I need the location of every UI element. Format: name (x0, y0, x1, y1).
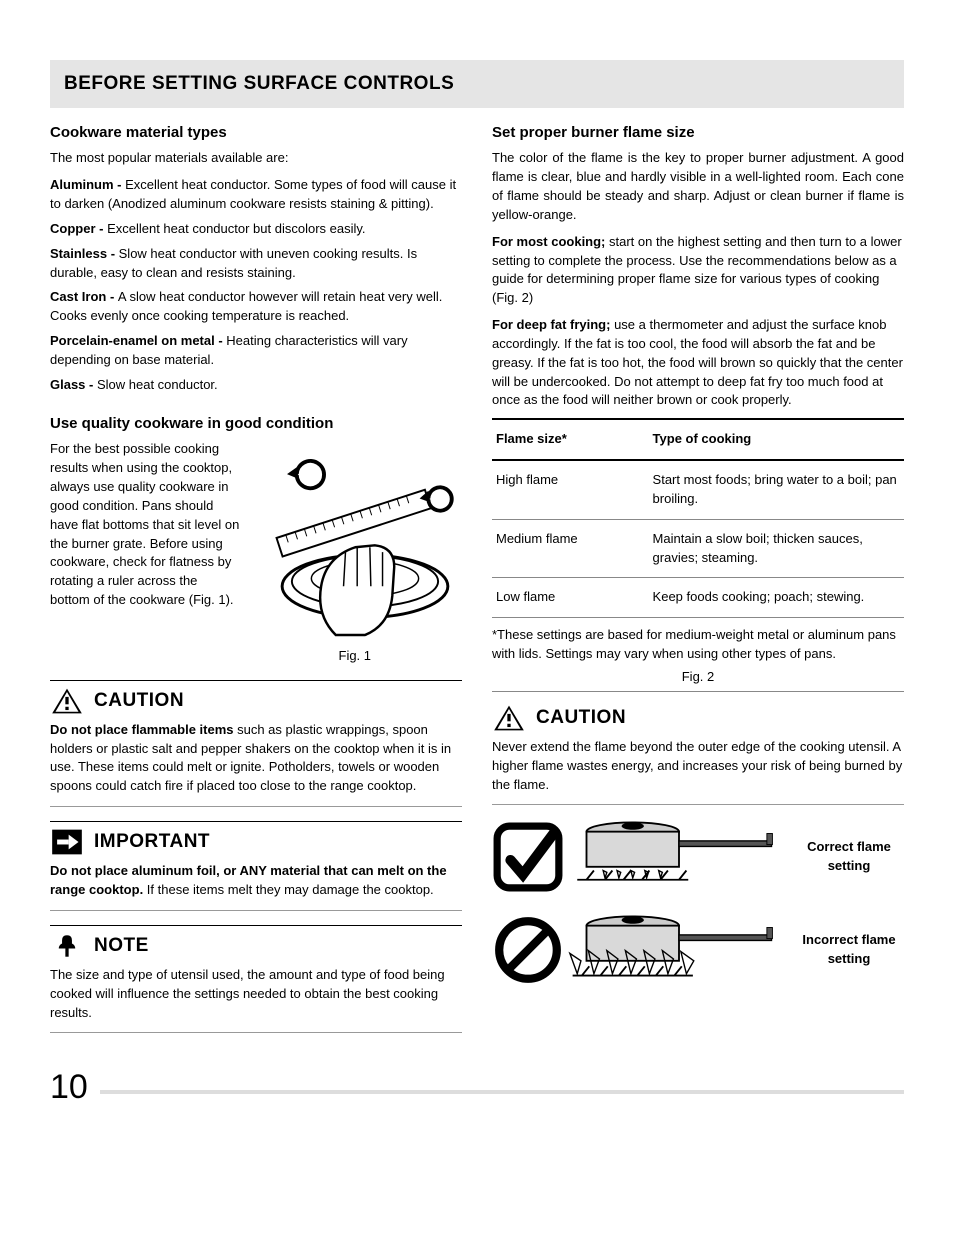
pot-correct-flame-icon (568, 815, 790, 898)
page-title: BEFORE SETTING SURFACE CONTROLS (64, 70, 890, 98)
table-header: Type of cooking (649, 419, 904, 460)
material-name: Cast Iron - (50, 289, 118, 304)
footer-rule (100, 1090, 904, 1094)
left-column: Cookware material types The most popular… (50, 122, 462, 1034)
table-cell: Low flame (492, 578, 649, 618)
note-title: NOTE (94, 932, 149, 960)
caution-body: Never extend the flame beyond the outer … (492, 738, 904, 795)
material-desc: Excellent heat conductor but discolors e… (107, 221, 365, 236)
material-name: Aluminum - (50, 177, 125, 192)
quality-heading: Use quality cookware in good condition (50, 413, 462, 435)
page-number-container: 10 (50, 1063, 904, 1112)
caution-bold: Do not place flammable items (50, 722, 234, 737)
cookware-intro: The most popular materials available are… (50, 149, 462, 168)
correct-label: Correct flame setting (794, 838, 904, 876)
table-header: Flame size* (492, 419, 649, 460)
checkmark-icon (492, 821, 564, 893)
table-row: High flame Start most foods; bring water… (492, 460, 904, 519)
fig1-label: Fig. 1 (248, 647, 462, 666)
fig2-label: Fig. 2 (492, 668, 904, 692)
important-title: IMPORTANT (94, 828, 210, 856)
figure-1: Fig. 1 (248, 440, 462, 665)
flame-size-table: Flame size* Type of cooking High flame S… (492, 418, 904, 618)
table-row: Low flame Keep foods cooking; poach; ste… (492, 578, 904, 618)
important-callout: IMPORTANT Do not place aluminum foil, or… (50, 821, 462, 911)
table-footnote: *These settings are based for medium-wei… (492, 626, 904, 664)
incorrect-label: Incorrect flame setting (794, 931, 904, 969)
table-cell: Maintain a slow boil; thicken sauces, gr… (649, 519, 904, 578)
note-callout: NOTE The size and type of utensil used, … (50, 925, 462, 1034)
table-cell: Medium flame (492, 519, 649, 578)
caution-title: CAUTION (536, 704, 626, 732)
important-text: If these items melt they may damage the … (143, 882, 433, 897)
caution-callout: CAUTION Never extend the flame beyond th… (492, 698, 904, 806)
table-cell: High flame (492, 460, 649, 519)
cookware-heading: Cookware material types (50, 122, 462, 144)
note-body: The size and type of utensil used, the a… (50, 966, 462, 1023)
table-cell: Keep foods cooking; poach; stewing. (649, 578, 904, 618)
warning-triangle-icon (50, 687, 84, 715)
ruler-pan-illustration (248, 440, 462, 645)
pushpin-icon (50, 932, 84, 960)
flame-p1: The color of the flame is the key to pro… (492, 149, 904, 224)
prohibited-icon (492, 914, 564, 986)
pot-incorrect-flame-icon (568, 909, 790, 992)
right-column: Set proper burner flame size The color o… (492, 122, 904, 1034)
caution-title: CAUTION (94, 687, 184, 715)
incorrect-flame-diagram: Incorrect flame setting (492, 909, 904, 992)
correct-flame-diagram: Correct flame setting (492, 815, 904, 898)
material-name: Copper - (50, 221, 107, 236)
caution-callout: CAUTION Do not place flammable items suc… (50, 680, 462, 807)
flame-heading: Set proper burner flame size (492, 122, 904, 144)
table-cell: Start most foods; bring water to a boil;… (649, 460, 904, 519)
arrow-right-icon (50, 828, 84, 856)
page-number: 10 (50, 1068, 88, 1106)
material-name: Glass - (50, 377, 97, 392)
flame-p3-bold: For deep fat frying; (492, 317, 610, 332)
table-row: Medium flame Maintain a slow boil; thick… (492, 519, 904, 578)
material-desc: Slow heat conductor. (97, 377, 218, 392)
warning-triangle-icon (492, 704, 526, 732)
material-name: Stainless - (50, 246, 119, 261)
material-name: Porcelain-enamel on metal - (50, 333, 226, 348)
materials-list: Aluminum - Excellent heat conductor. Som… (50, 176, 462, 394)
quality-body: For the best possible cooking results wh… (50, 440, 240, 610)
flame-p2-bold: For most cooking; (492, 234, 605, 249)
page-title-bar: BEFORE SETTING SURFACE CONTROLS (50, 60, 904, 108)
